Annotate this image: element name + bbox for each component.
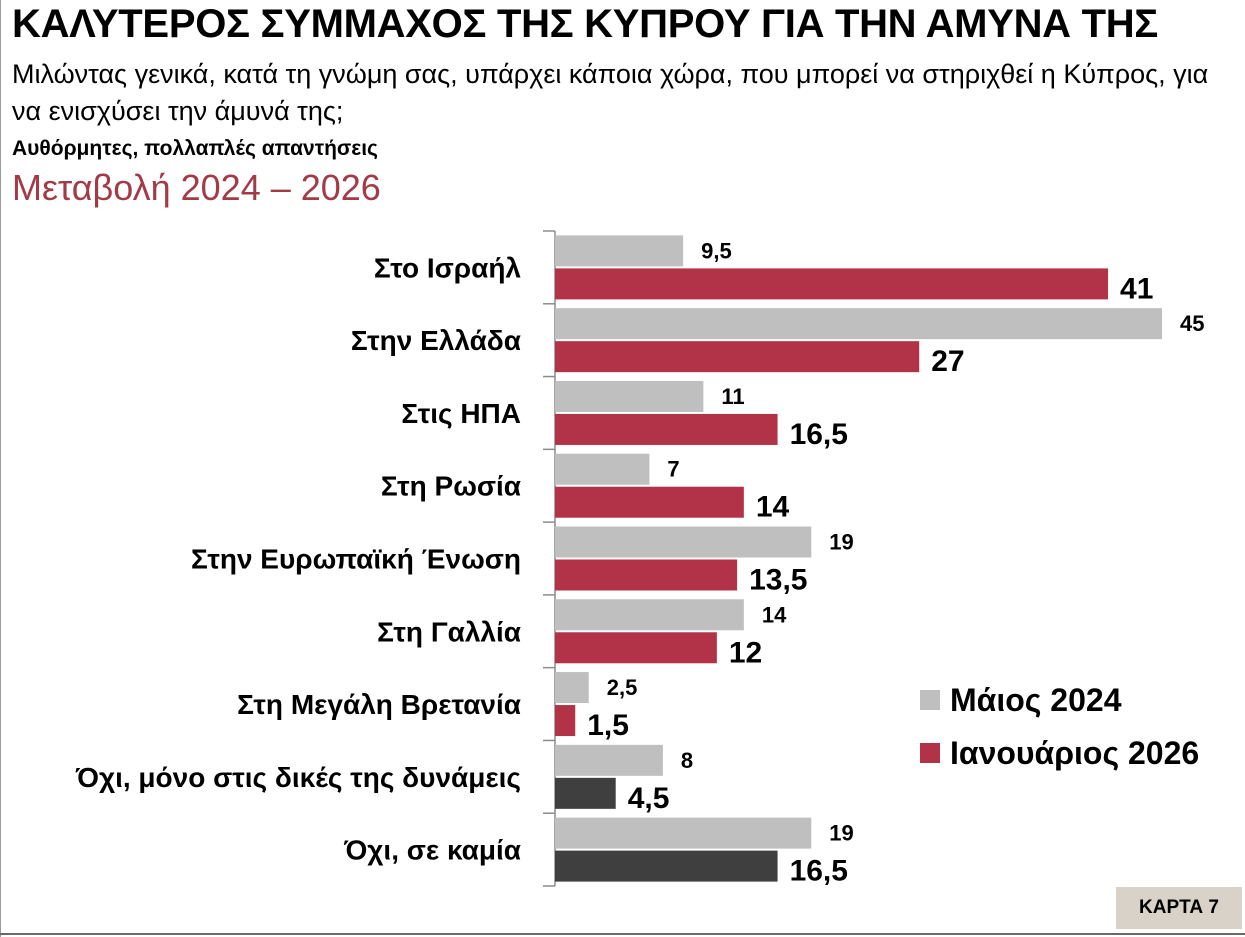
chart-subtitle: Μεταβολή 2024 – 2026 [12, 167, 381, 208]
category-label: Στη Ρωσία [381, 471, 521, 502]
data-label-may-2024: 14 [762, 602, 787, 627]
legend-jan-2026-swatch [920, 743, 940, 763]
survey-question: Μιλώντας γενικά, κατά τη γνώμη σας, υπάρ… [12, 59, 1209, 126]
category-label: Στην Ευρωπαϊκή Ένωση [191, 544, 521, 575]
bar-jan-2026 [555, 850, 778, 882]
category-label: Όχι, σε καμία [343, 835, 521, 866]
bar-may-2024 [555, 817, 812, 849]
page-title: ΚΑΛΥΤΕΡΟΣ ΣΥΜΜΑΧΟΣ ΤΗΣ ΚΥΠΡΟΥ ΓΙΑ ΤΗΝ ΑΜ… [12, 2, 1158, 46]
legend-jan-2026-label: Ιανουάριος 2026 [950, 735, 1199, 771]
data-label-jan-2026: 16,5 [790, 855, 848, 888]
data-label-may-2024: 8 [681, 748, 693, 773]
category-label: Όχι, μόνο στις δικές της δυνάμεις [75, 762, 521, 793]
frame-bottom-border [0, 933, 1245, 935]
bar-may-2024 [555, 453, 650, 485]
legend-may-2024-swatch [920, 690, 940, 710]
data-label-may-2024: 2,5 [607, 675, 638, 700]
data-label-jan-2026: 16,5 [790, 418, 848, 451]
data-label-may-2024: 45 [1180, 311, 1204, 336]
data-label-may-2024: 9,5 [701, 238, 732, 263]
bar-jan-2026 [555, 268, 1109, 300]
data-label-jan-2026: 14 [756, 491, 790, 524]
bar-jan-2026 [555, 413, 778, 445]
category-label: Στις ΗΠΑ [401, 398, 521, 429]
bar-may-2024 [555, 235, 684, 267]
category-label: Στη Γαλλία [377, 616, 521, 647]
data-label-jan-2026: 13,5 [749, 564, 807, 597]
data-label-jan-2026: 41 [1120, 272, 1153, 305]
bar-jan-2026 [555, 341, 920, 373]
data-label-jan-2026: 1,5 [587, 709, 629, 742]
data-label-may-2024: 19 [829, 821, 853, 846]
data-label-jan-2026: 4,5 [628, 782, 670, 815]
bar-jan-2026 [555, 777, 616, 809]
category-label: Στη Μεγάλη Βρετανία [237, 689, 521, 720]
card-label: ΚΑΡΤΑ 7 [1116, 887, 1242, 929]
category-label: Στο Ισραήλ [374, 252, 521, 283]
data-label-jan-2026: 27 [931, 345, 964, 378]
legend-may-2024-label: Μάιος 2024 [950, 682, 1122, 718]
data-label-jan-2026: 12 [729, 636, 762, 669]
bar-may-2024 [555, 744, 663, 776]
bar-may-2024 [555, 526, 812, 558]
frame-left-border [0, 0, 1, 937]
bar-jan-2026 [555, 632, 717, 664]
data-label-may-2024: 19 [829, 530, 853, 555]
bar-may-2024 [555, 599, 744, 631]
bar-jan-2026 [555, 705, 576, 737]
category-label: Στην Ελλάδα [351, 325, 521, 356]
bar-jan-2026 [555, 559, 738, 591]
data-label-may-2024: 7 [667, 457, 679, 482]
response-note: Αυθόρμητες, πολλαπλές απαντήσεις [12, 137, 378, 160]
bar-jan-2026 [555, 486, 744, 518]
bar-may-2024 [555, 308, 1162, 340]
data-label-may-2024: 11 [721, 384, 744, 409]
bar-may-2024 [555, 672, 589, 704]
bar-may-2024 [555, 380, 704, 412]
